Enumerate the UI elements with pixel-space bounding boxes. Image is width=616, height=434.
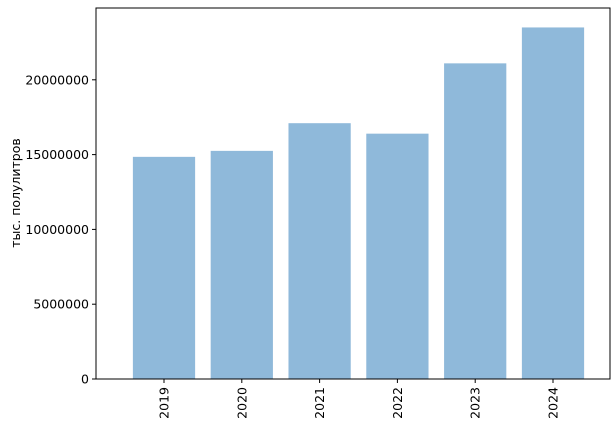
y-tick-label: 20000000: [25, 72, 89, 87]
x-tick-label: 2024: [546, 387, 561, 419]
y-tick-label: 5000000: [33, 297, 89, 312]
bar: [444, 63, 507, 380]
bar: [132, 156, 196, 379]
x-tick-label: 2020: [234, 387, 249, 419]
plot-frame: [95, 7, 611, 380]
y-tick-label: 15000000: [25, 147, 89, 162]
x-tick-label: 2019: [157, 387, 172, 419]
y-tick-label: 10000000: [25, 222, 89, 237]
x-tick-label: 2021: [312, 387, 327, 419]
y-tick-label: 0: [81, 372, 89, 387]
x-tick-label: 2022: [390, 387, 405, 419]
bar: [521, 27, 585, 380]
bar: [288, 123, 351, 379]
x-tick-label: 2023: [468, 387, 483, 419]
bar: [210, 150, 273, 379]
y-axis-label: тыс. полулитров: [8, 138, 23, 248]
bar: [366, 133, 429, 379]
